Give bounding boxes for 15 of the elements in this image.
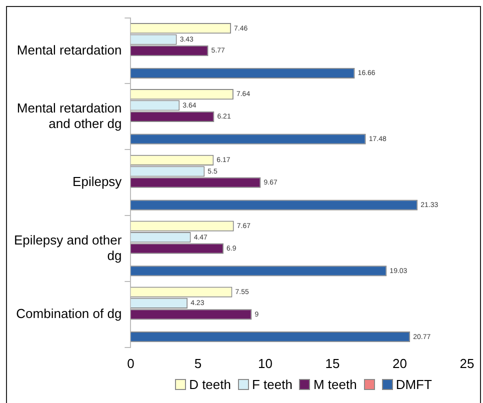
x-tick-label: 0 [127, 356, 134, 371]
legend-label: DMFT [396, 377, 432, 392]
y-tick-label: Mental retardation and other dg [16, 100, 122, 132]
y-tick-label: Epilepsy [72, 174, 122, 190]
legend-label: D teeth [189, 377, 231, 392]
x-tick-label: 20 [392, 356, 407, 371]
legend-label: F teeth [252, 377, 292, 392]
y-tick-label: Epilepsy and other dg [14, 232, 122, 263]
y-tick-label: Combination of dg [16, 306, 122, 322]
x-tick-label: 10 [258, 356, 272, 371]
x-tick-label: 5 [194, 356, 202, 371]
legend-label: M teeth [313, 377, 357, 392]
x-tick-label: 25 [460, 356, 474, 371]
y-tick-label: Mental retardation [16, 42, 122, 58]
x-tick-label: 15 [325, 356, 340, 371]
